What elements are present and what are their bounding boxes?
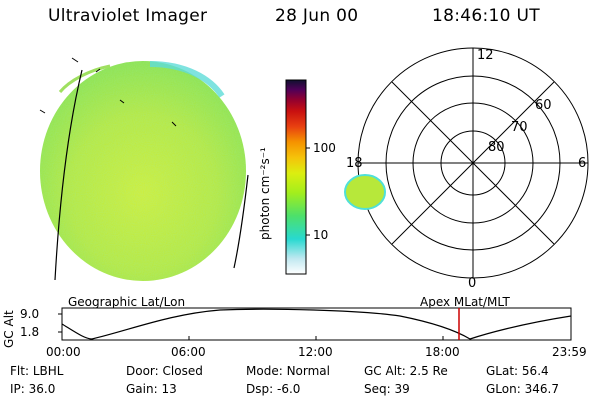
mlt-label-12: 12 <box>477 48 494 63</box>
status-dsp: Dsp: -6.0 <box>246 382 301 396</box>
instrument-title: Ultraviolet Imager <box>48 6 208 26</box>
colorbar-scale <box>285 79 307 275</box>
lat-label-70: 70 <box>511 120 528 135</box>
altitude-curve <box>61 308 572 340</box>
status-flt: Flt: LBHL <box>10 364 64 378</box>
mlt-label-18: 18 <box>346 156 363 171</box>
colorbar-tick-100: 100 <box>313 141 336 155</box>
date-label: 28 Jun 00 <box>275 6 359 26</box>
status-gc-alt: GC Alt: 2.5 Re <box>364 364 448 378</box>
mlt-label-6: 6 <box>578 156 587 171</box>
colorbar-tick-10: 10 <box>313 228 329 242</box>
mlt-label-0: 0 <box>468 276 477 291</box>
status-door: Door: Closed <box>126 364 203 378</box>
x-tick-1200: 12:00 <box>298 345 333 359</box>
status-mode: Mode: Normal <box>246 364 330 378</box>
y-tick-1-8: 1.8 <box>20 325 40 339</box>
status-gain: Gain: 13 <box>126 382 177 396</box>
timeline-frame <box>61 307 572 341</box>
meridian-line <box>54 69 83 281</box>
lat-label-60: 60 <box>535 98 552 113</box>
limb-line <box>233 174 249 269</box>
y-tick-9: 9.0 <box>20 307 40 321</box>
lat-label-80: 80 <box>488 140 505 155</box>
x-tick-1800: 18:00 <box>425 345 460 359</box>
apex-label: Apex MLat/MLT <box>420 295 510 309</box>
time-label: 18:46:10 UT <box>432 6 540 26</box>
earth-disk <box>40 61 246 281</box>
status-glon: GLon: 346.7 <box>486 382 559 396</box>
status-ip: IP: 36.0 <box>10 382 56 396</box>
geographic-label: Geographic Lat/Lon <box>68 295 186 309</box>
x-tick-0600: 06:00 <box>171 345 206 359</box>
x-tick-0000: 00:00 <box>46 345 81 359</box>
auroral-patch <box>344 174 386 210</box>
status-seq: Seq: 39 <box>364 382 410 396</box>
x-tick-2359: 23:59 <box>552 345 587 359</box>
coastline-marks <box>39 57 177 127</box>
status-glat: GLat: 56.4 <box>486 364 549 378</box>
